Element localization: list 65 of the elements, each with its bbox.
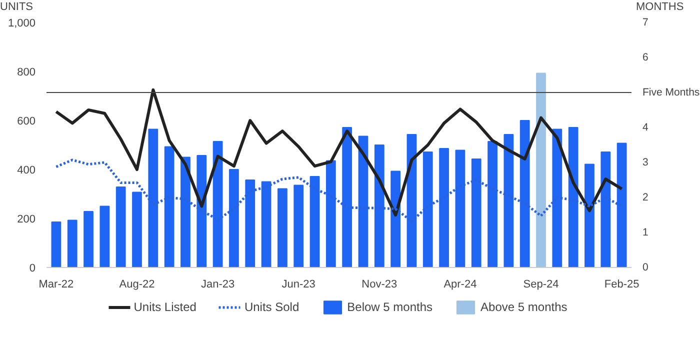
bar — [116, 186, 126, 268]
bar — [245, 180, 256, 268]
y-tick-label: 1,000 — [8, 18, 36, 30]
bar — [471, 158, 482, 268]
y2-tick-label: 7 — [642, 16, 648, 28]
bar — [568, 127, 578, 268]
line-series — [54, 158, 624, 222]
x-tick-label: Apr-24 — [444, 278, 477, 290]
bar — [67, 220, 78, 268]
x-tick-label: Sep-24 — [523, 278, 559, 290]
bar — [132, 192, 142, 268]
bar — [310, 176, 320, 268]
y2-axis-title: MONTHS — [636, 0, 684, 15]
bar — [520, 120, 530, 268]
bar — [390, 170, 401, 268]
bar — [84, 211, 94, 268]
bar — [552, 128, 562, 268]
y2-tick-label: 2 — [642, 192, 648, 204]
y2-tick-label: 0 — [642, 262, 648, 274]
bar — [294, 184, 304, 268]
y-tick-label: 200 — [17, 214, 36, 226]
x-tick-label: Nov-23 — [362, 278, 398, 290]
bar — [600, 152, 611, 268]
bar — [277, 188, 288, 268]
bar — [229, 169, 239, 268]
ref-line-label: Five Months — [642, 86, 700, 98]
bar — [261, 181, 272, 268]
legend-label: Units Listed — [134, 300, 196, 314]
bar — [180, 156, 190, 268]
bar — [536, 72, 546, 268]
bar — [488, 141, 498, 268]
x-tick-label: Mar-22 — [38, 278, 74, 290]
bar — [616, 142, 627, 268]
x-tick-label: Jun-23 — [282, 278, 316, 290]
x-tick-label: Jan-23 — [200, 278, 235, 290]
y2-tick-label: 1 — [642, 226, 648, 238]
y-tick-label: 0 — [29, 262, 36, 274]
y-axis-title: UNITS — [0, 0, 33, 15]
bar — [422, 152, 433, 268]
y-tick-label: 600 — [17, 116, 36, 128]
line-series — [54, 88, 624, 217]
legend-label: Units Sold — [244, 300, 300, 314]
legend-label: Above 5 months — [480, 300, 568, 314]
y-tick-label: 800 — [17, 66, 36, 78]
legend-label: Below 5 months — [347, 300, 433, 314]
bar — [374, 144, 384, 268]
bar — [51, 222, 62, 268]
bar — [455, 150, 466, 268]
bar — [504, 134, 514, 268]
x-tick-label: Feb-25 — [604, 278, 640, 290]
bar — [100, 206, 110, 268]
bar — [196, 155, 207, 268]
bar — [326, 160, 336, 268]
y-tick-label: 400 — [17, 164, 36, 176]
bar — [212, 141, 223, 268]
bar — [439, 148, 449, 268]
bar — [358, 136, 368, 268]
y2-tick-label: 6 — [642, 52, 648, 64]
x-tick-label: Aug-22 — [119, 278, 155, 290]
bar — [148, 128, 158, 268]
bar — [342, 127, 352, 268]
y2-tick-label: 4 — [642, 122, 648, 134]
y2-tick-label: 3 — [642, 156, 648, 168]
bar — [164, 146, 174, 268]
bar — [584, 164, 594, 268]
